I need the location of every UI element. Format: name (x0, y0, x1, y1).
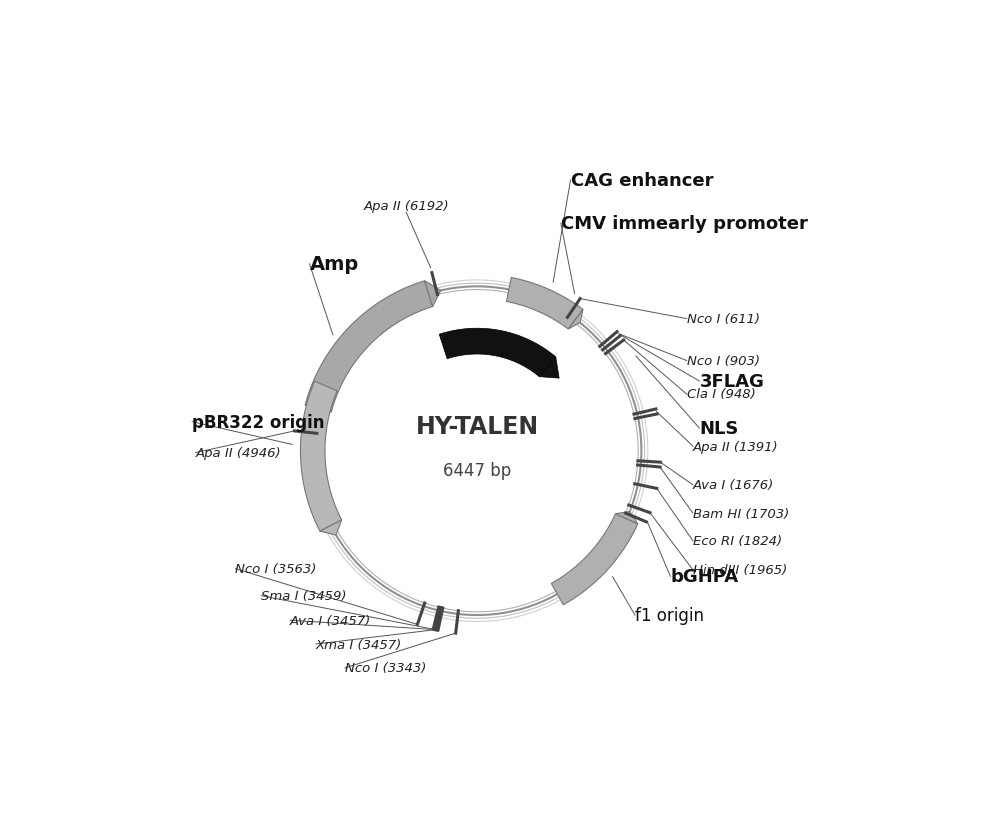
Polygon shape (539, 358, 559, 379)
Polygon shape (425, 282, 441, 307)
Text: f1 origin: f1 origin (635, 606, 704, 624)
Text: bGHPA: bGHPA (670, 568, 739, 586)
Polygon shape (568, 310, 583, 329)
Text: HY-TALEN: HY-TALEN (415, 415, 539, 439)
Text: NLS: NLS (699, 420, 739, 437)
Text: Apa II (4946): Apa II (4946) (195, 446, 281, 460)
Text: Sma I (3459): Sma I (3459) (261, 589, 347, 603)
Text: Eco RI (1824): Eco RI (1824) (693, 535, 782, 548)
Polygon shape (551, 514, 638, 605)
Text: Hin dIII (1965): Hin dIII (1965) (693, 563, 787, 577)
Text: Apa II (1391): Apa II (1391) (693, 440, 779, 453)
Text: Bam HI (1703): Bam HI (1703) (693, 507, 789, 520)
Text: 6447 bp: 6447 bp (443, 461, 511, 480)
Text: Nco I (3343): Nco I (3343) (345, 661, 426, 675)
Polygon shape (300, 382, 342, 532)
Text: 3FLAG: 3FLAG (699, 373, 764, 390)
Text: Ava I (1676): Ava I (1676) (693, 479, 774, 492)
Text: Nco I (903): Nco I (903) (687, 354, 760, 368)
Text: Xma I (3457): Xma I (3457) (316, 638, 402, 650)
Polygon shape (320, 520, 342, 535)
Polygon shape (615, 512, 638, 524)
Text: Nco I (611): Nco I (611) (687, 313, 760, 326)
Text: CMV immearly promoter: CMV immearly promoter (561, 215, 808, 233)
Polygon shape (507, 278, 583, 329)
Text: Cla I (948): Cla I (948) (687, 388, 755, 401)
Text: Nco I (3563): Nco I (3563) (235, 563, 317, 575)
Text: pBR322 origin: pBR322 origin (192, 413, 325, 431)
Text: CAG enhancer: CAG enhancer (571, 171, 713, 190)
Text: Apa II (6192): Apa II (6192) (363, 200, 449, 213)
Text: Amp: Amp (309, 255, 359, 274)
Polygon shape (439, 329, 556, 377)
Text: Ava I (3457): Ava I (3457) (290, 614, 371, 627)
Polygon shape (305, 282, 433, 413)
